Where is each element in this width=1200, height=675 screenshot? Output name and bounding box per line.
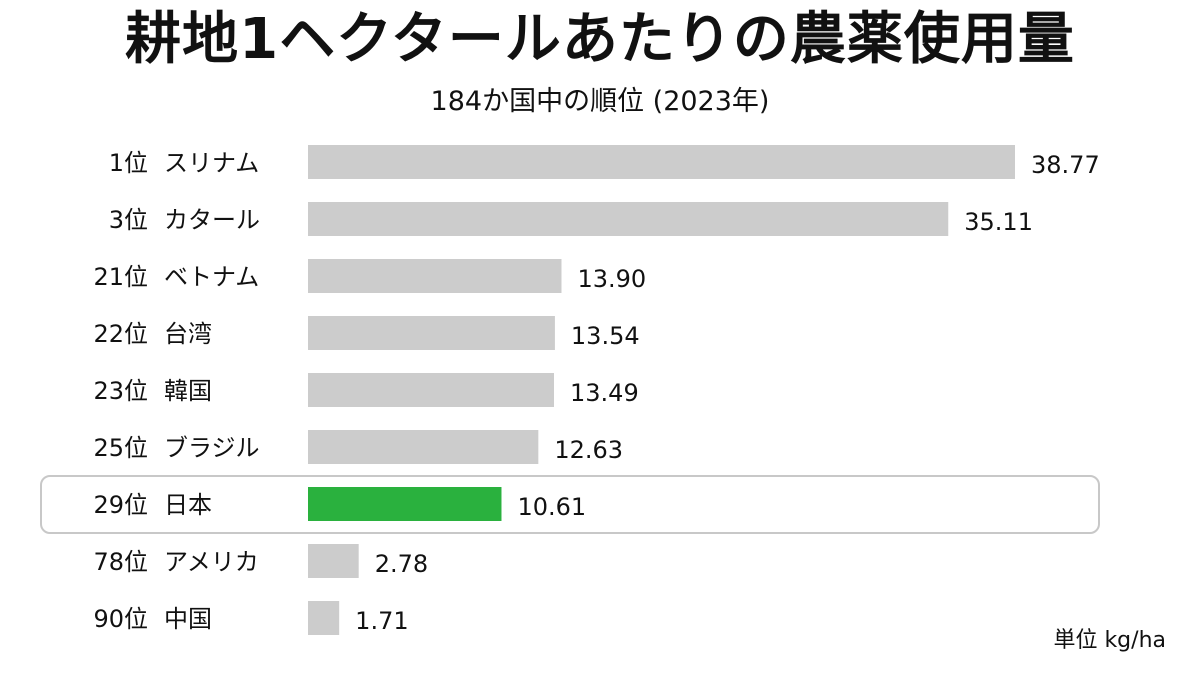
- country-label: スリナム: [164, 149, 259, 177]
- chart-subtitle: 184か国中の順位 (2023年): [430, 86, 770, 117]
- bar-highlighted: [308, 487, 502, 521]
- rank-label: 23位: [93, 377, 148, 405]
- bar: [308, 259, 562, 293]
- country-label: アメリカ: [164, 548, 259, 576]
- highlight-row-box: [40, 475, 1100, 534]
- value-label: 38.77: [1031, 151, 1100, 179]
- bar: [308, 373, 555, 407]
- chart-title: 耕地1ヘクタールあたりの農薬使用量: [125, 7, 1075, 72]
- bar: [308, 145, 1015, 179]
- unit-label: 単位 kg/ha: [1053, 628, 1166, 653]
- country-label: 日本: [164, 491, 212, 519]
- rank-label: 3位: [109, 206, 148, 234]
- value-label: 35.11: [964, 208, 1033, 236]
- value-label: 2.78: [375, 550, 428, 578]
- bar: [308, 544, 359, 578]
- bar: [308, 430, 539, 464]
- country-label: 中国: [164, 605, 212, 633]
- country-label: 台湾: [164, 320, 212, 348]
- value-label: 13.90: [577, 265, 646, 293]
- rank-label: 90位: [93, 605, 148, 633]
- rank-label: 29位: [93, 491, 148, 519]
- bar: [308, 601, 340, 635]
- country-label: 韓国: [164, 377, 212, 405]
- value-label: 1.71: [355, 607, 408, 635]
- rank-label: 21位: [93, 263, 148, 291]
- country-label: ベトナム: [164, 263, 259, 291]
- rank-label: 22位: [93, 320, 148, 348]
- bar: [308, 202, 949, 236]
- rank-label: 1位: [109, 149, 148, 177]
- value-label: 12.63: [554, 436, 623, 464]
- value-label: 13.49: [570, 379, 639, 407]
- country-label: カタール: [164, 206, 260, 234]
- value-label: 13.54: [571, 322, 640, 350]
- bar: [308, 316, 555, 350]
- country-label: ブラジル: [164, 434, 260, 462]
- rank-label: 25位: [93, 434, 148, 462]
- value-label: 10.61: [517, 493, 586, 521]
- rank-label: 78位: [93, 548, 148, 576]
